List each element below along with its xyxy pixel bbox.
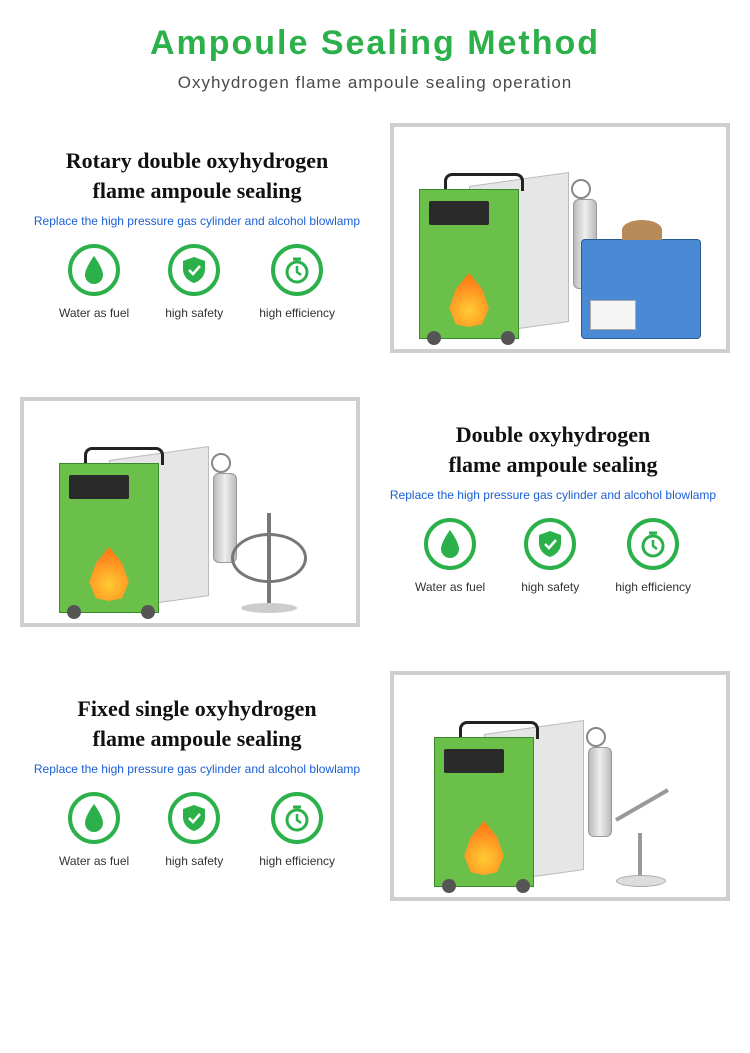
machine-illustration (419, 159, 569, 339)
info-block: Double oxyhydrogen flame ampoule sealing… (376, 420, 730, 603)
info-block: Rotary double oxyhydrogen flame ampoule … (20, 146, 374, 329)
drop-icon (68, 792, 120, 844)
features-row: Water as fuel high safety high efficienc… (376, 518, 730, 594)
feature-label: high safety (521, 580, 579, 594)
title-line: flame ampoule sealing (449, 452, 658, 477)
section-caption: Replace the high pressure gas cylinder a… (20, 214, 374, 228)
clock-icon (271, 244, 323, 296)
feature-label: high efficiency (259, 854, 335, 868)
machine-illustration (434, 707, 584, 887)
feature-safety: high safety (521, 518, 579, 594)
section-title: Double oxyhydrogen flame ampoule sealing (376, 420, 730, 479)
section-rotary: Rotary double oxyhydrogen flame ampoule … (0, 101, 750, 375)
feature-efficiency: high efficiency (259, 244, 335, 320)
product-image (390, 123, 730, 353)
feature-label: high safety (165, 854, 223, 868)
info-block: Fixed single oxyhydrogen flame ampoule s… (20, 694, 374, 877)
feature-safety: high safety (165, 244, 223, 320)
feature-label: Water as fuel (59, 854, 129, 868)
section-title: Rotary double oxyhydrogen flame ampoule … (20, 146, 374, 205)
section-title: Fixed single oxyhydrogen flame ampoule s… (20, 694, 374, 753)
feature-water: Water as fuel (415, 518, 485, 594)
feature-water: Water as fuel (59, 792, 129, 868)
features-row: Water as fuel high safety high efficienc… (20, 792, 374, 868)
feature-water: Water as fuel (59, 244, 129, 320)
clock-icon (271, 792, 323, 844)
section-fixed: Fixed single oxyhydrogen flame ampoule s… (0, 649, 750, 923)
feature-efficiency: high efficiency (615, 518, 691, 594)
machine-illustration (59, 433, 209, 613)
page-subtitle: Oxyhydrogen flame ampoule sealing operat… (0, 73, 750, 93)
accessory-stand (221, 433, 321, 613)
feature-label: high efficiency (615, 580, 691, 594)
title-line: flame ampoule sealing (93, 726, 302, 751)
section-caption: Replace the high pressure gas cylinder a… (376, 488, 730, 502)
feature-label: high safety (165, 306, 223, 320)
title-line: Double oxyhydrogen (456, 422, 651, 447)
shield-icon (524, 518, 576, 570)
title-line: Rotary double oxyhydrogen (66, 148, 328, 173)
page-header: Ampoule Sealing Method Oxyhydrogen flame… (0, 0, 750, 101)
product-image (20, 397, 360, 627)
product-image (390, 671, 730, 901)
accessory-bluebox (581, 159, 701, 339)
drop-icon (68, 244, 120, 296)
title-line: Fixed single oxyhydrogen (77, 696, 316, 721)
title-line: flame ampoule sealing (93, 178, 302, 203)
section-caption: Replace the high pressure gas cylinder a… (20, 762, 374, 776)
page-title: Ampoule Sealing Method (0, 24, 750, 63)
features-row: Water as fuel high safety high efficienc… (20, 244, 374, 320)
feature-safety: high safety (165, 792, 223, 868)
section-double: Double oxyhydrogen flame ampoule sealing… (0, 375, 750, 649)
drop-icon (424, 518, 476, 570)
feature-label: high efficiency (259, 306, 335, 320)
shield-icon (168, 792, 220, 844)
feature-label: Water as fuel (415, 580, 485, 594)
clock-icon (627, 518, 679, 570)
accessory-torch (596, 707, 686, 887)
feature-efficiency: high efficiency (259, 792, 335, 868)
shield-icon (168, 244, 220, 296)
feature-label: Water as fuel (59, 306, 129, 320)
